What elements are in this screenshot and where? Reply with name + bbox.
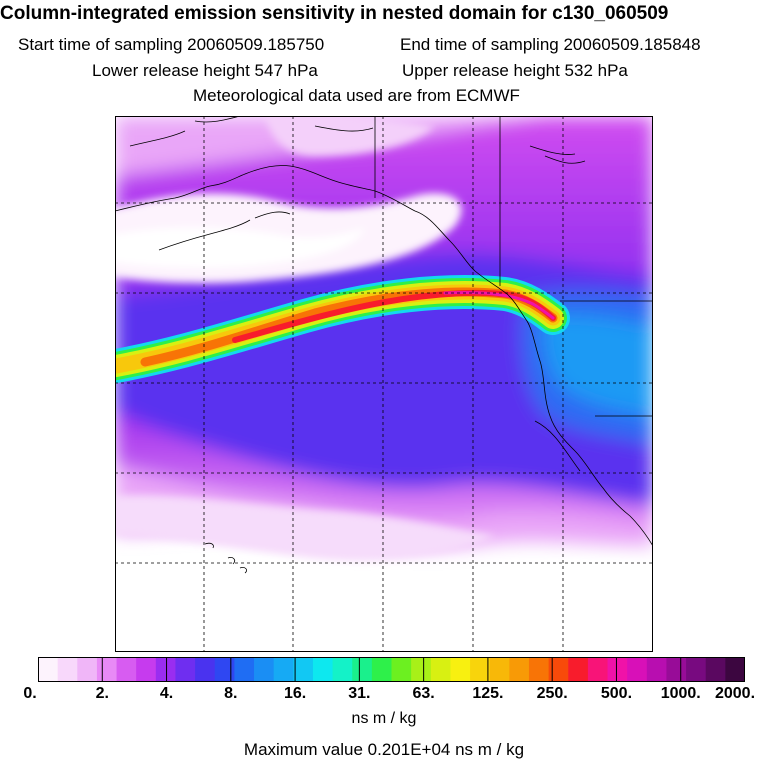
colorbar-tick-label: 125. — [472, 685, 504, 702]
colorbar-swatch — [116, 657, 137, 682]
colorbar-swatch — [725, 657, 745, 682]
colorbar-tick-label: 63. — [412, 685, 435, 702]
colorbar-swatch — [391, 657, 412, 682]
colorbar-tick-label: 2. — [95, 685, 109, 702]
colorbar-swatch — [273, 657, 294, 682]
colorbar-swatch — [254, 657, 275, 682]
colorbar-swatch — [312, 657, 334, 682]
colorbar-swatch — [57, 657, 78, 682]
colorbar-swatch — [77, 657, 98, 682]
colorbar-swatch — [352, 657, 373, 682]
colorbar-swatch — [96, 657, 118, 682]
colorbar-frame — [38, 657, 745, 682]
map-frame — [115, 116, 653, 652]
colorbar-swatch — [686, 657, 707, 682]
emission-plume — [115, 275, 570, 384]
colorbar-swatch — [666, 657, 687, 682]
colorbar-swatch — [470, 657, 491, 682]
colorbar-swatch — [450, 657, 471, 682]
colorbar-tick-label: 4. — [159, 685, 174, 702]
colorbar-tick-label: 16. — [283, 685, 307, 702]
colorbar-swatch — [234, 657, 255, 682]
upper-release-label: Upper release height 532 hPa — [402, 61, 628, 80]
lat-lon-grid — [115, 116, 653, 652]
sensitivity-map — [115, 116, 653, 652]
colorbar-swatch — [509, 657, 530, 682]
colorbar-swatch — [430, 657, 452, 682]
colorbar-swatch — [214, 657, 235, 682]
colorbar-tick-label: 2000. — [714, 685, 756, 702]
colorbar-swatch — [293, 657, 314, 682]
colorbar-tick-label: 31. — [348, 685, 371, 702]
colorbar-swatch — [548, 657, 569, 682]
start-time-label: Start time of sampling 20060509.185750 — [18, 35, 325, 54]
coastlines — [115, 116, 653, 574]
colorbar-swatch — [38, 657, 59, 682]
colorbar-swatch — [705, 657, 726, 682]
colorbar-swatch — [136, 657, 157, 682]
colorbar-swatch — [155, 657, 177, 682]
low-sensitivity-areas — [115, 116, 653, 652]
colorbar-tick-label: 250. — [536, 685, 568, 702]
colorbar-swatch — [411, 657, 432, 682]
end-time-label: End time of sampling 20060509.185848 — [400, 35, 701, 54]
colorbar-tick-label: 0. — [23, 685, 37, 702]
colorbar-tick-label: 1000. — [660, 685, 701, 702]
colorbar-swatch — [528, 657, 550, 682]
colorbar-swatch — [646, 657, 668, 682]
colorbar-swatch — [489, 657, 510, 682]
lower-release-label: Lower release height 547 hPa — [92, 61, 318, 80]
colorbar — [38, 657, 745, 682]
colorbar-swatch — [371, 657, 393, 682]
colorbar-units: ns m / kg — [351, 710, 417, 727]
colorbar-swatch — [627, 657, 648, 682]
chart-title: Column-integrated emission sensitivity i… — [0, 3, 669, 24]
maximum-value-label: Maximum value 0.201E+04 ns m / kg — [243, 740, 525, 759]
colorbar-swatch — [175, 657, 196, 682]
colorbar-tick-label: 8. — [224, 685, 238, 702]
colorbar-swatch — [568, 657, 589, 682]
colorbar-swatch — [587, 657, 609, 682]
met-data-label: Meteorological data used are from ECMWF — [193, 86, 520, 105]
colorbar-swatch — [195, 657, 216, 682]
colorbar-tick-label: 500. — [600, 685, 633, 702]
colorbar-swatch — [607, 657, 628, 682]
colorbar-swatch — [332, 657, 353, 682]
